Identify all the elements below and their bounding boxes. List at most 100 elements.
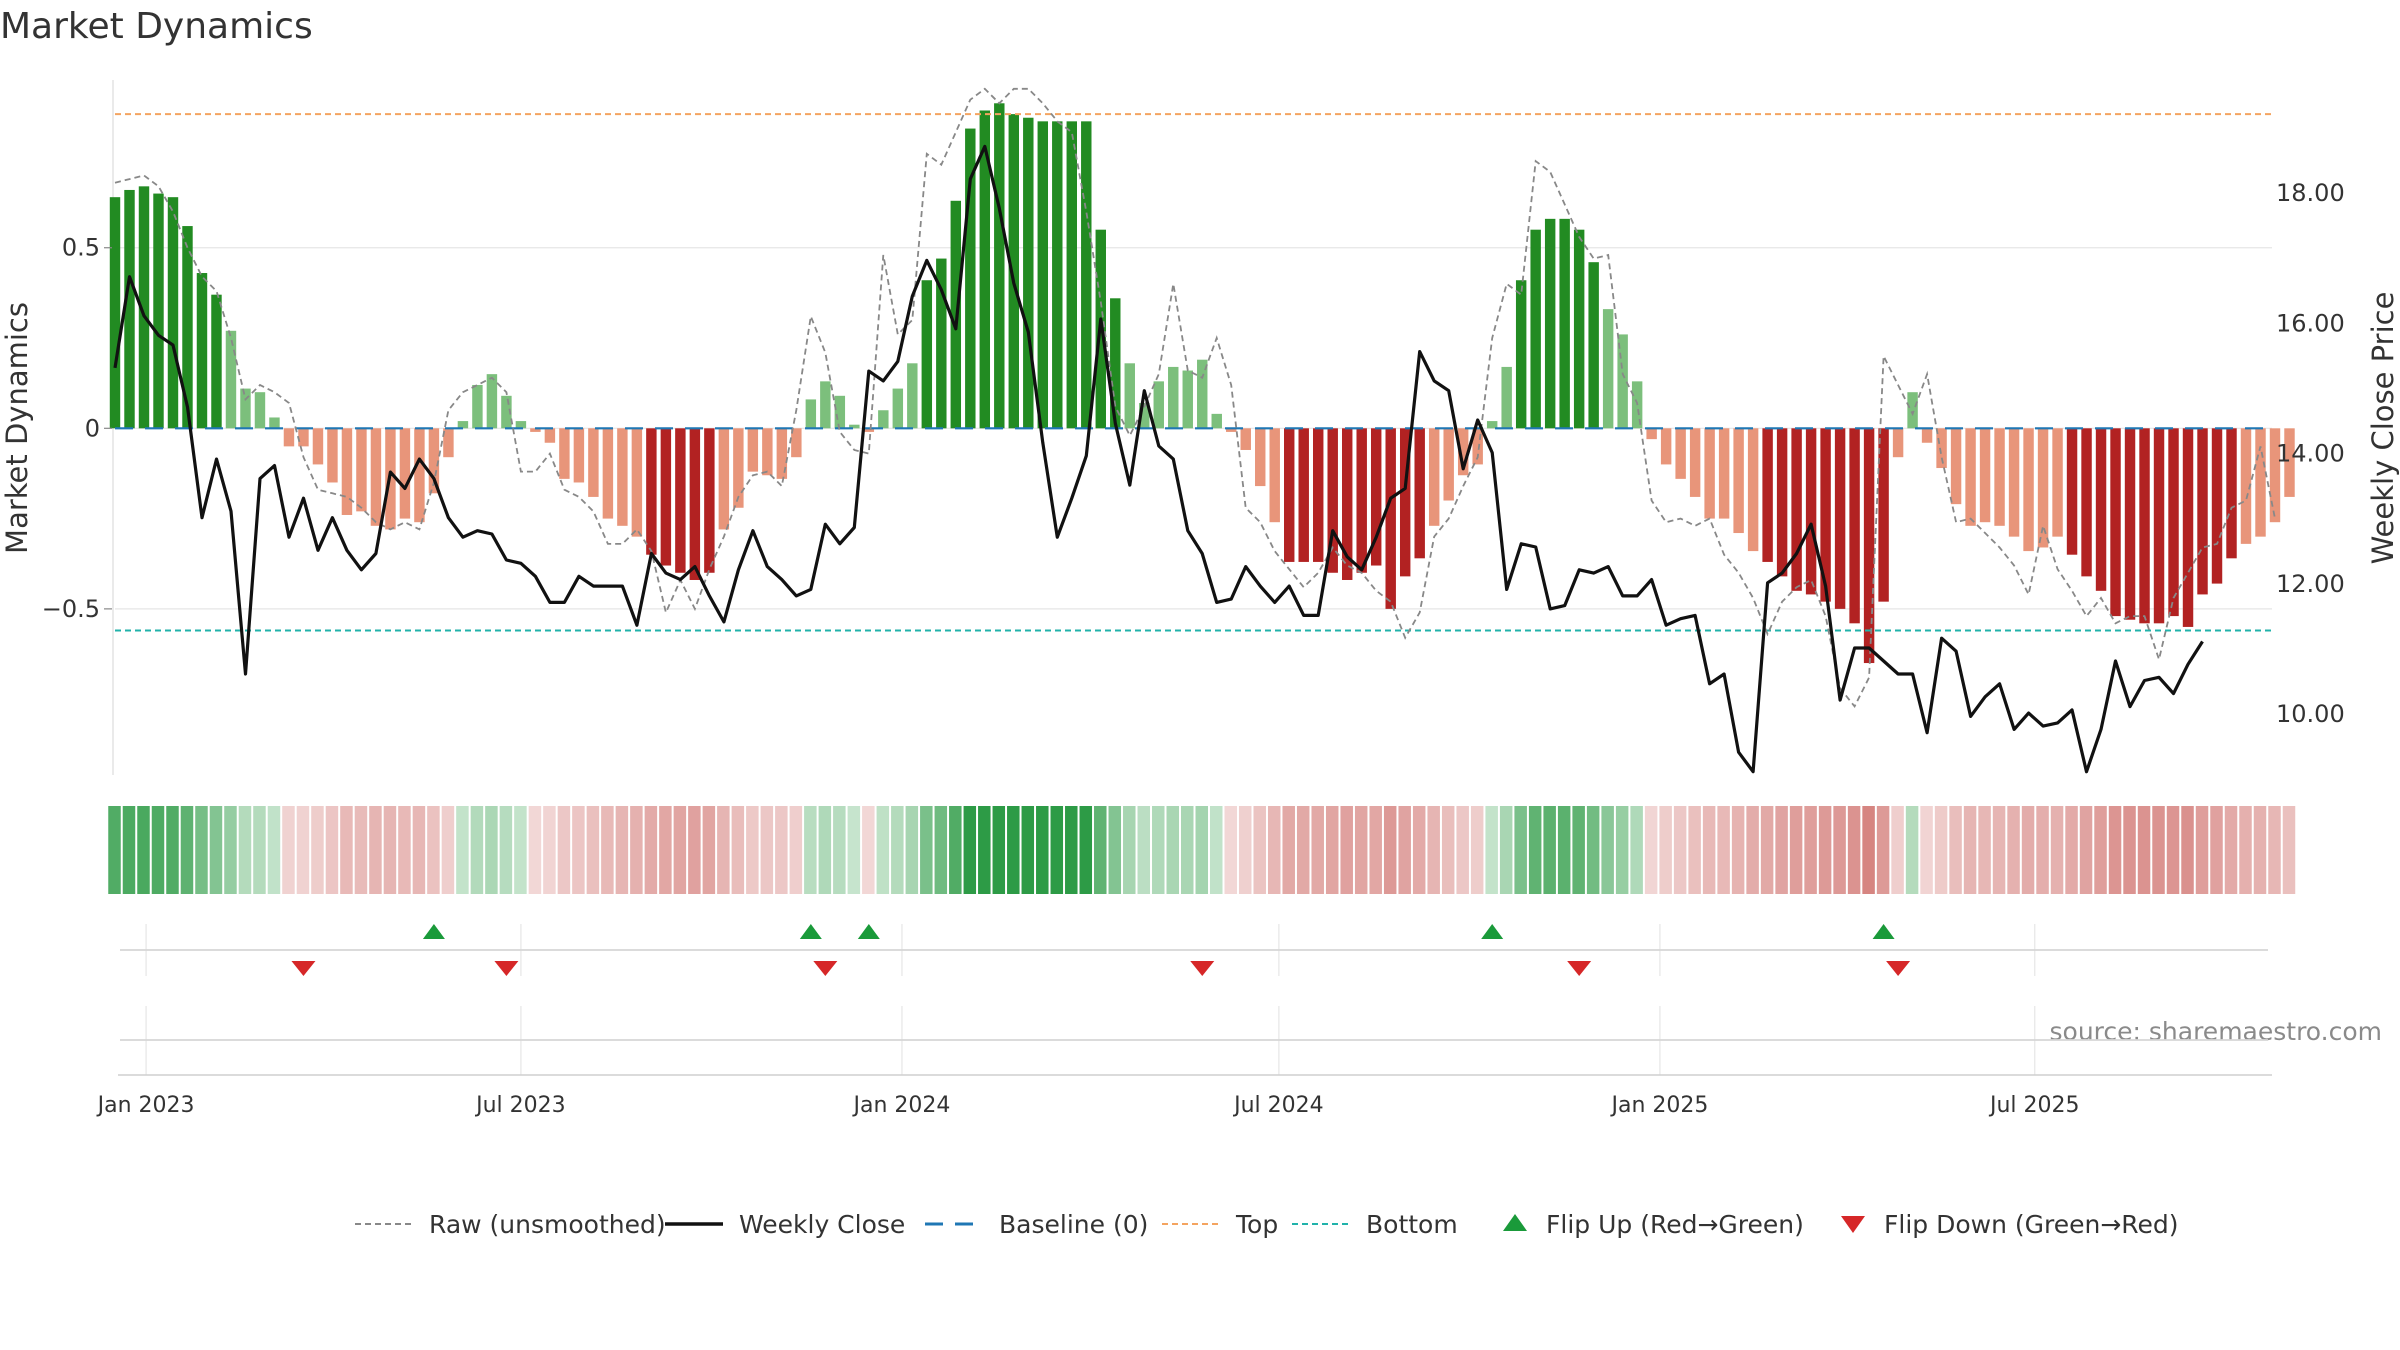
legend-label: Flip Up (Red→Green) (1546, 1210, 1804, 1239)
regime-cell (1717, 806, 1730, 894)
regime-cell (586, 806, 600, 894)
legend-label: Baseline (0) (999, 1210, 1148, 1239)
regime-cell (340, 806, 353, 894)
momentum-bar (2124, 428, 2136, 620)
page-title: Market Dynamics (0, 6, 313, 47)
momentum-bar (530, 428, 541, 432)
regime-cell (1615, 806, 1629, 894)
regime-cell (325, 806, 339, 894)
momentum-bar (153, 193, 164, 429)
momentum-bar (1052, 121, 1063, 429)
date-tick-label: Jul 2023 (474, 1093, 566, 1118)
regime-strip (108, 806, 2296, 894)
regime-cell (1108, 806, 1122, 894)
regime-cell (1673, 806, 1687, 894)
momentum-bar (1501, 366, 1512, 429)
momentum-bar (1457, 428, 1469, 476)
momentum-bar (399, 428, 411, 519)
momentum-bar (1182, 370, 1193, 429)
regime-cell (1630, 806, 1643, 894)
regime-cell (1804, 806, 1817, 894)
regime-cell (1746, 806, 1759, 894)
regime-cell (1775, 806, 1788, 894)
momentum-bar (1226, 428, 1237, 432)
momentum-bar (1646, 428, 1657, 440)
momentum-bar (1965, 428, 1976, 526)
right-tick-label: 10.00 (2276, 700, 2345, 728)
regime-cell (224, 806, 237, 894)
regime-cell (1398, 806, 1411, 894)
regime-cell (209, 806, 223, 894)
momentum-bar (2153, 428, 2165, 624)
flip-down-marker (813, 961, 838, 976)
momentum-bar (1298, 428, 1309, 562)
regime-cell (2123, 806, 2136, 894)
regime-cell (1557, 806, 1571, 894)
right-tick-label: 18.00 (2276, 179, 2345, 207)
regime-cell (2224, 806, 2238, 894)
momentum-bar (1081, 121, 1092, 429)
momentum-bar (2110, 428, 2121, 617)
momentum-bar (312, 428, 324, 465)
momentum-bar (1863, 428, 1875, 664)
regime-cell (1036, 806, 1049, 894)
regime-cell (1818, 806, 1832, 894)
regime-cell (412, 806, 426, 894)
regime-cell (1514, 806, 1527, 894)
regime-cell (572, 806, 585, 894)
momentum-bar (1008, 114, 1020, 429)
regime-cell (1152, 806, 1165, 894)
regime-cell (1181, 806, 1194, 894)
regime-cell (108, 806, 121, 894)
momentum-bar (2023, 428, 2034, 552)
momentum-bar (2081, 428, 2092, 577)
regime-cell (1543, 806, 1556, 894)
close-series (113, 144, 2204, 774)
momentum-bar (2052, 428, 2063, 537)
regime-cell (1195, 806, 1208, 894)
regime-cell (122, 806, 136, 894)
regime-cell (847, 806, 861, 894)
reference-lines (115, 113, 2272, 632)
momentum-bar (1791, 428, 1802, 591)
momentum-bar (428, 428, 440, 494)
momentum-bar (2255, 428, 2266, 537)
legend-label: Flip Down (Green→Red) (1884, 1210, 2179, 1239)
regime-cell (673, 806, 687, 894)
momentum-bar (660, 428, 672, 566)
regime-cell (702, 806, 716, 894)
momentum-bar (472, 384, 483, 429)
momentum-bar (341, 428, 353, 515)
momentum-bar (762, 428, 773, 476)
right-tick-label: 14.00 (2276, 440, 2345, 468)
regime-cell (1659, 806, 1672, 894)
date-tick-label: Jan 2023 (96, 1093, 195, 1118)
regime-cell (1601, 806, 1614, 894)
left-tick-label: 0.5 (62, 234, 100, 262)
regime-cell (1470, 806, 1484, 894)
regime-cell (2166, 806, 2180, 894)
momentum-bar (327, 428, 338, 483)
momentum-bar (269, 417, 280, 429)
regime-cell (1702, 806, 1716, 894)
flip-up-marker (1872, 924, 1895, 939)
momentum-bar (1907, 392, 1918, 429)
momentum-bar (1153, 381, 1164, 429)
momentum-bar (501, 395, 512, 429)
regime-cell (1499, 806, 1513, 894)
momentum-bar (1284, 428, 1295, 562)
momentum-bar (936, 258, 947, 429)
regime-cell (992, 806, 1006, 894)
regime-cell (862, 806, 875, 894)
flip-up-marker (799, 924, 822, 939)
momentum-bar (631, 428, 643, 537)
momentum-bar (776, 428, 788, 479)
regime-cell (1325, 806, 1339, 894)
momentum-bar (2226, 428, 2237, 559)
momentum-bar (617, 428, 628, 526)
regime-cell (1485, 806, 1498, 894)
legend: Raw (unsmoothed) Weekly Close Baseline (0)… (355, 1210, 2179, 1239)
momentum-bar (1472, 428, 1483, 465)
momentum-bar (1110, 298, 1121, 429)
momentum-bar (1921, 428, 1933, 443)
